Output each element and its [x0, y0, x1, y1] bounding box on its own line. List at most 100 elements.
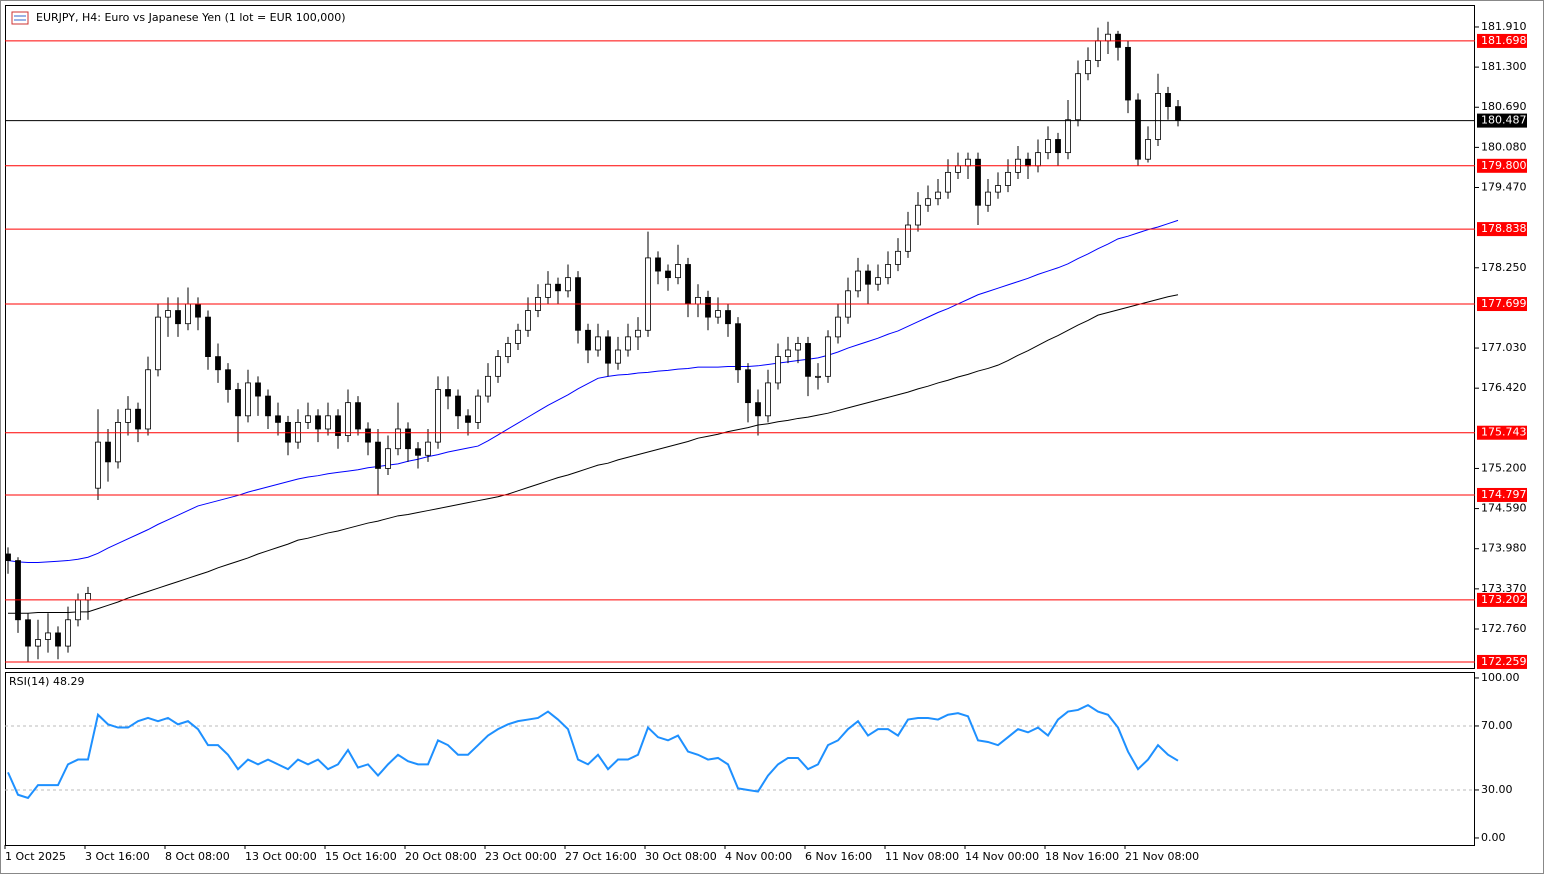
candle-body	[935, 191, 941, 200]
candle-body	[555, 283, 561, 292]
candle-body	[1095, 40, 1101, 61]
candle-body	[985, 191, 991, 206]
candle-body	[545, 283, 551, 298]
candle-body	[625, 336, 631, 351]
candle-body	[155, 316, 161, 371]
indicator-label: RSI(14) 48.29	[9, 675, 84, 688]
level-label: 181.698	[1481, 34, 1527, 47]
level-label: 174.797	[1481, 488, 1527, 501]
symbol-icon	[11, 11, 29, 25]
candle-body	[265, 395, 271, 417]
candle-body	[95, 441, 101, 489]
candle-body	[885, 264, 891, 279]
candle-body	[745, 369, 751, 404]
level-label-box	[1477, 487, 1527, 502]
candle-body	[475, 395, 481, 423]
candle-body	[485, 375, 491, 397]
candle-body	[755, 402, 761, 417]
candle-body	[115, 421, 121, 463]
candle-body	[25, 619, 31, 647]
candle-body	[445, 389, 451, 397]
candle-body	[1075, 73, 1081, 121]
candle-body	[505, 343, 511, 357]
candle-body	[655, 257, 661, 272]
candle-body	[765, 382, 771, 417]
x-tick-label: 21 Nov 08:00	[1125, 850, 1199, 863]
candle-body	[825, 336, 831, 377]
level-label: 172.259	[1481, 655, 1527, 668]
candle-body	[465, 415, 471, 423]
candle-body	[965, 158, 971, 167]
candle-body	[45, 632, 51, 640]
y-tick-label: 181.910	[1481, 20, 1527, 33]
candle-body	[1025, 158, 1031, 167]
y-tick-label: 175.200	[1481, 461, 1527, 474]
candle-body	[785, 349, 791, 357]
candle-body	[165, 310, 171, 318]
x-tick-label: 13 Oct 00:00	[245, 850, 317, 863]
candle-body	[905, 224, 911, 252]
x-tick-label: 4 Nov 00:00	[725, 850, 792, 863]
candle-body	[125, 408, 131, 423]
candle-body	[815, 375, 821, 378]
candle-body	[315, 415, 321, 430]
candle-body	[435, 389, 441, 443]
candle-body	[185, 303, 191, 325]
candle-body	[85, 593, 91, 601]
candle-body	[1035, 152, 1041, 167]
candle-body	[805, 343, 811, 377]
candle-body	[1125, 46, 1131, 101]
candle-body	[595, 336, 601, 351]
y-tick-label: 173.370	[1481, 582, 1527, 595]
x-tick-label: 3 Oct 16:00	[85, 850, 150, 863]
candle-body	[305, 415, 311, 423]
price-panel	[5, 5, 1475, 669]
candle-body	[565, 277, 571, 292]
candle-body	[425, 441, 431, 456]
candle-body	[1135, 99, 1141, 160]
y-tick-label: 172.760	[1481, 622, 1527, 635]
candle-body	[1005, 171, 1011, 186]
x-tick-label: 6 Nov 16:00	[805, 850, 872, 863]
y-tick-label: 70.00	[1481, 719, 1513, 732]
x-tick-label: 14 Nov 00:00	[965, 850, 1039, 863]
candle-body	[345, 402, 351, 436]
candle-body	[925, 198, 931, 206]
candle-body	[205, 316, 211, 357]
candle-body	[385, 448, 391, 469]
level-label-box	[1477, 297, 1527, 312]
level-label: 175.743	[1481, 426, 1527, 439]
candle-body	[585, 329, 591, 351]
candle-body	[525, 310, 531, 331]
candle-body	[605, 336, 611, 364]
x-tick-label: 18 Nov 16:00	[1045, 850, 1119, 863]
candle-body	[405, 428, 411, 450]
candle-body	[615, 349, 621, 364]
candle-body	[645, 257, 651, 331]
candle-body	[215, 356, 221, 371]
candle-body	[775, 356, 781, 384]
candle-body	[945, 171, 951, 193]
candle-body	[515, 329, 521, 344]
candle-body	[5, 553, 11, 561]
moving-average	[7, 219, 1179, 564]
y-tick-label: 173.980	[1481, 542, 1527, 555]
candle-body	[1145, 139, 1151, 160]
current-price-label: 180.487	[1481, 114, 1527, 127]
y-tick-label: 177.030	[1481, 341, 1527, 354]
candle-body	[725, 310, 731, 325]
level-label-box	[1477, 592, 1527, 607]
candle-body	[895, 250, 901, 265]
level-label: 179.800	[1481, 159, 1527, 172]
y-tick-label: 100.00	[1481, 671, 1520, 684]
y-tick-label: 181.300	[1481, 60, 1527, 73]
candle-body	[1045, 139, 1051, 154]
candle-body	[665, 270, 671, 279]
candle-body	[255, 382, 261, 397]
candle-body	[195, 303, 201, 318]
level-label: 177.699	[1481, 297, 1527, 310]
moving-average	[8, 294, 1179, 614]
